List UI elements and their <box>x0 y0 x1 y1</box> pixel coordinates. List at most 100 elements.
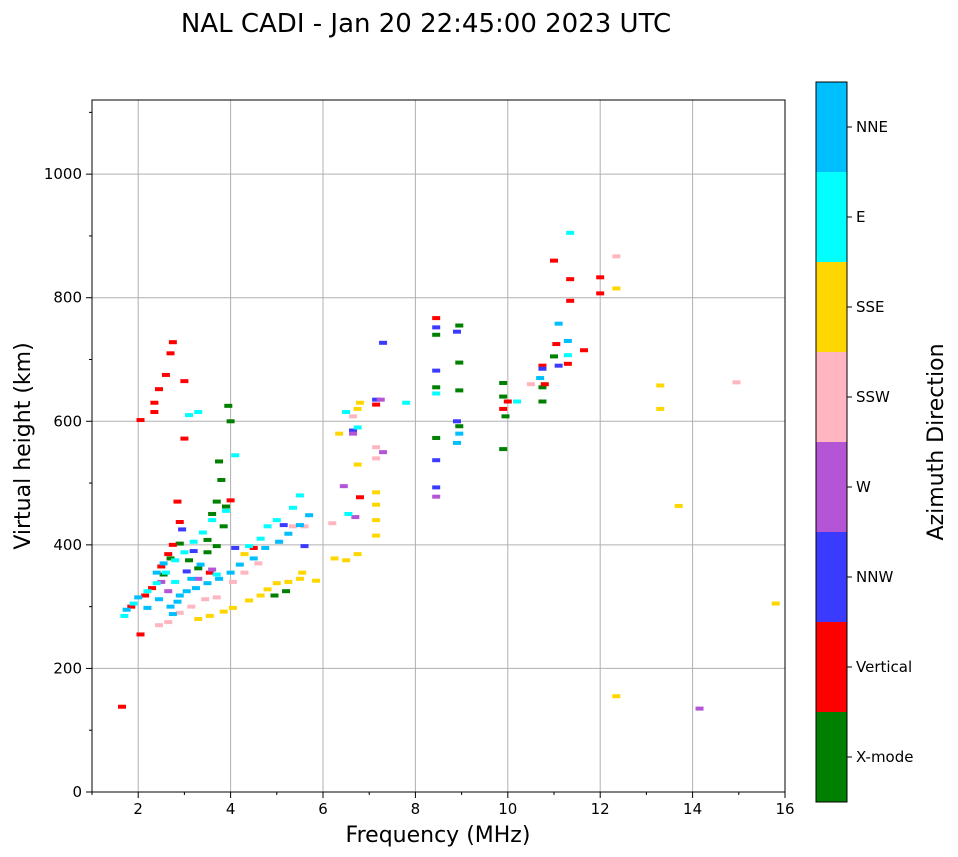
data-point <box>136 418 145 423</box>
data-point <box>166 351 175 356</box>
data-point <box>372 456 381 461</box>
data-point <box>295 523 304 528</box>
data-point <box>270 593 279 598</box>
data-point <box>219 524 228 529</box>
data-point <box>353 462 362 467</box>
data-point <box>228 605 237 610</box>
data-point <box>771 601 780 606</box>
data-point <box>272 581 281 586</box>
y-axis-label: Virtual height (km) <box>11 342 36 549</box>
data-point <box>212 499 221 504</box>
data-point <box>339 484 348 489</box>
colorbar-tick-label: SSE <box>856 298 885 316</box>
data-point <box>212 595 221 600</box>
data-point <box>432 391 441 396</box>
data-point <box>342 558 351 563</box>
data-point <box>215 459 224 464</box>
data-point <box>372 397 381 402</box>
data-point <box>187 576 196 581</box>
data-point <box>330 556 339 561</box>
data-point <box>298 570 307 575</box>
data-point <box>191 586 200 591</box>
data-point <box>432 458 441 463</box>
data-point <box>256 593 265 598</box>
data-point <box>141 593 150 598</box>
data-point <box>245 544 254 549</box>
data-point <box>305 513 314 518</box>
data-point <box>120 613 129 618</box>
data-point <box>282 589 291 594</box>
data-point <box>432 485 441 490</box>
data-point <box>154 623 163 628</box>
y-tick-label: 800 <box>53 289 82 307</box>
data-point <box>164 620 173 625</box>
data-point <box>376 397 385 402</box>
x-axis-label: Frequency (MHz) <box>346 823 531 848</box>
data-point <box>175 541 184 546</box>
data-point <box>150 410 159 415</box>
colorbar-tick-label: Vertical <box>856 658 912 676</box>
data-point <box>152 581 161 586</box>
data-point <box>221 504 230 509</box>
data-point <box>536 376 545 381</box>
x-tick-label: 6 <box>318 800 328 818</box>
data-point <box>513 399 522 404</box>
data-point <box>182 569 191 574</box>
data-point <box>432 385 441 390</box>
data-point <box>245 598 254 603</box>
data-point <box>353 406 362 411</box>
x-tick-label: 16 <box>775 800 794 818</box>
data-point <box>432 368 441 373</box>
data-point <box>432 325 441 330</box>
data-point <box>526 382 535 387</box>
data-point <box>335 431 344 436</box>
data-point <box>122 607 131 612</box>
data-point <box>732 380 741 385</box>
colorbar-swatch <box>816 622 847 712</box>
x-tick-label: 12 <box>591 800 610 818</box>
data-point <box>372 445 381 450</box>
data-point <box>538 399 547 404</box>
colorbar-swatch <box>816 532 847 622</box>
data-point <box>580 348 589 353</box>
colorbar: X-mode Vertical NNW W SSW SSE E NNE <box>816 82 913 802</box>
data-point <box>194 566 203 571</box>
x-tick-label: 8 <box>411 800 421 818</box>
data-point <box>501 414 510 419</box>
data-point <box>372 518 381 523</box>
data-point <box>353 552 362 557</box>
x-tick-label: 4 <box>226 800 236 818</box>
data-point <box>695 706 704 711</box>
data-point <box>159 561 168 566</box>
data-point <box>554 363 563 368</box>
data-point <box>152 570 161 575</box>
colorbar-tick-label: X-mode <box>856 748 913 766</box>
data-point <box>205 613 214 618</box>
y-tick-label: 1000 <box>44 165 82 183</box>
data-point <box>157 564 166 569</box>
data-point <box>194 576 203 581</box>
data-point <box>538 385 547 390</box>
colorbar-tick-label: W <box>856 478 871 496</box>
data-point <box>189 539 198 544</box>
data-point <box>118 704 127 709</box>
data-point <box>231 453 240 458</box>
data-point <box>499 447 508 452</box>
data-point <box>284 579 293 584</box>
data-point <box>203 537 212 542</box>
data-point <box>279 523 288 528</box>
data-point <box>263 524 272 529</box>
data-point <box>182 589 191 594</box>
x-axis-ticks: 2 4 6 8 10 12 14 16 <box>91 792 795 818</box>
data-point <box>538 366 547 371</box>
data-point <box>180 436 189 441</box>
data-point <box>143 605 152 610</box>
colorbar-tick-label: E <box>856 208 865 226</box>
data-point <box>226 419 235 424</box>
data-point <box>166 604 175 609</box>
plot-frame <box>91 99 786 793</box>
data-point <box>228 579 237 584</box>
data-point <box>256 536 265 541</box>
data-point <box>372 490 381 495</box>
data-point <box>563 361 572 366</box>
